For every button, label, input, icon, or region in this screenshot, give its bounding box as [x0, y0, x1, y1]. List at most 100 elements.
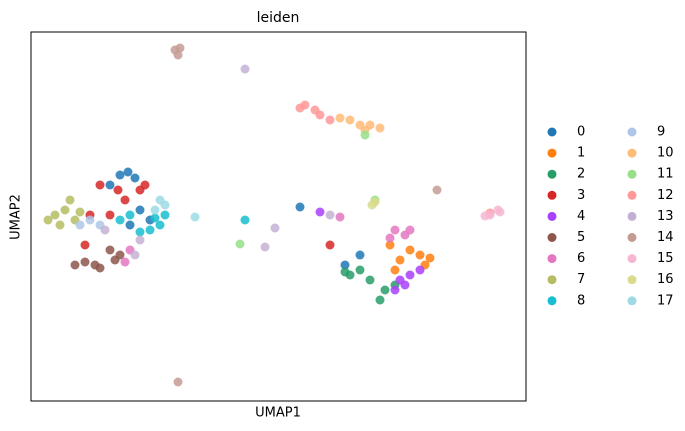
point: [50, 210, 60, 220]
legend-marker: [547, 169, 557, 179]
point: [235, 239, 245, 249]
legend-label: 14: [657, 230, 674, 245]
point: [385, 240, 395, 250]
point: [380, 285, 390, 295]
legend-label: 11: [657, 167, 674, 182]
point: [365, 275, 375, 285]
point: [125, 220, 135, 230]
point: [240, 215, 250, 225]
point: [140, 180, 150, 190]
legend-label: 3: [577, 188, 585, 203]
point: [405, 225, 415, 235]
point: [395, 255, 405, 265]
point: [120, 195, 130, 205]
point: [405, 245, 415, 255]
point: [432, 185, 442, 195]
point: [145, 225, 155, 235]
point: [295, 202, 305, 212]
point: [150, 205, 160, 215]
point: [340, 260, 350, 270]
legend-marker: [547, 233, 557, 242]
point: [375, 295, 385, 305]
point: [43, 215, 53, 225]
legend-marker: [547, 211, 557, 221]
point: [375, 123, 385, 133]
legend-marker: [627, 233, 637, 242]
point: [110, 255, 120, 265]
legend-label: 9: [657, 125, 665, 140]
point: [115, 170, 125, 180]
point: [175, 43, 185, 53]
point: [105, 210, 115, 220]
legend-label: 5: [577, 230, 585, 245]
point: [80, 240, 90, 250]
plot-frame: [30, 31, 527, 402]
legend-label: 2: [577, 167, 585, 182]
point: [85, 215, 95, 225]
point: [340, 267, 350, 277]
point: [135, 235, 145, 245]
point: [105, 245, 115, 255]
legend-label: 0: [577, 125, 585, 140]
legend-marker: [547, 148, 557, 158]
point: [123, 167, 133, 177]
point: [60, 205, 70, 215]
point: [390, 225, 400, 235]
point: [150, 213, 160, 223]
point: [425, 253, 435, 263]
legend-label: 15: [657, 251, 674, 266]
chart-title: leiden: [257, 10, 300, 26]
point: [160, 210, 170, 220]
point: [95, 263, 105, 273]
point: [315, 207, 325, 217]
point: [75, 220, 85, 230]
legend-marker: [547, 190, 557, 200]
legend-label: 1: [577, 146, 585, 161]
point: [155, 220, 165, 230]
point: [135, 227, 145, 237]
legend-label: 13: [657, 209, 674, 224]
point: [295, 103, 305, 113]
legend-marker: [627, 211, 637, 221]
x-axis-label: UMAP1: [255, 406, 301, 421]
point: [315, 110, 325, 120]
point: [95, 180, 105, 190]
point: [130, 250, 140, 260]
legend-marker: [627, 254, 637, 264]
point: [385, 233, 395, 243]
point: [120, 257, 130, 267]
legend-label: 6: [577, 251, 585, 266]
point: [335, 212, 345, 222]
point: [135, 205, 145, 215]
point: [325, 115, 335, 125]
point: [400, 280, 410, 290]
legend-label: 10: [657, 146, 674, 161]
legend-label: 4: [577, 209, 585, 224]
point: [55, 220, 65, 230]
point: [240, 64, 250, 74]
point: [367, 200, 377, 210]
legend-marker: [547, 254, 557, 264]
legend-marker: [627, 148, 637, 158]
point: [160, 200, 170, 210]
point: [345, 115, 355, 125]
legend-label: 12: [657, 188, 674, 203]
point: [80, 257, 90, 267]
point: [493, 205, 503, 215]
point: [100, 225, 110, 235]
point: [415, 265, 425, 275]
legend-label: 17: [657, 293, 674, 308]
legend-label: 7: [577, 272, 585, 287]
point: [130, 173, 140, 183]
point: [173, 50, 183, 60]
legend-marker: [547, 296, 557, 306]
point: [125, 210, 135, 220]
legend-marker: [627, 190, 637, 200]
y-axis-label: UMAP2: [9, 194, 24, 240]
point: [325, 210, 335, 220]
point: [480, 211, 490, 221]
legend-marker: [547, 127, 557, 137]
point: [335, 113, 345, 123]
